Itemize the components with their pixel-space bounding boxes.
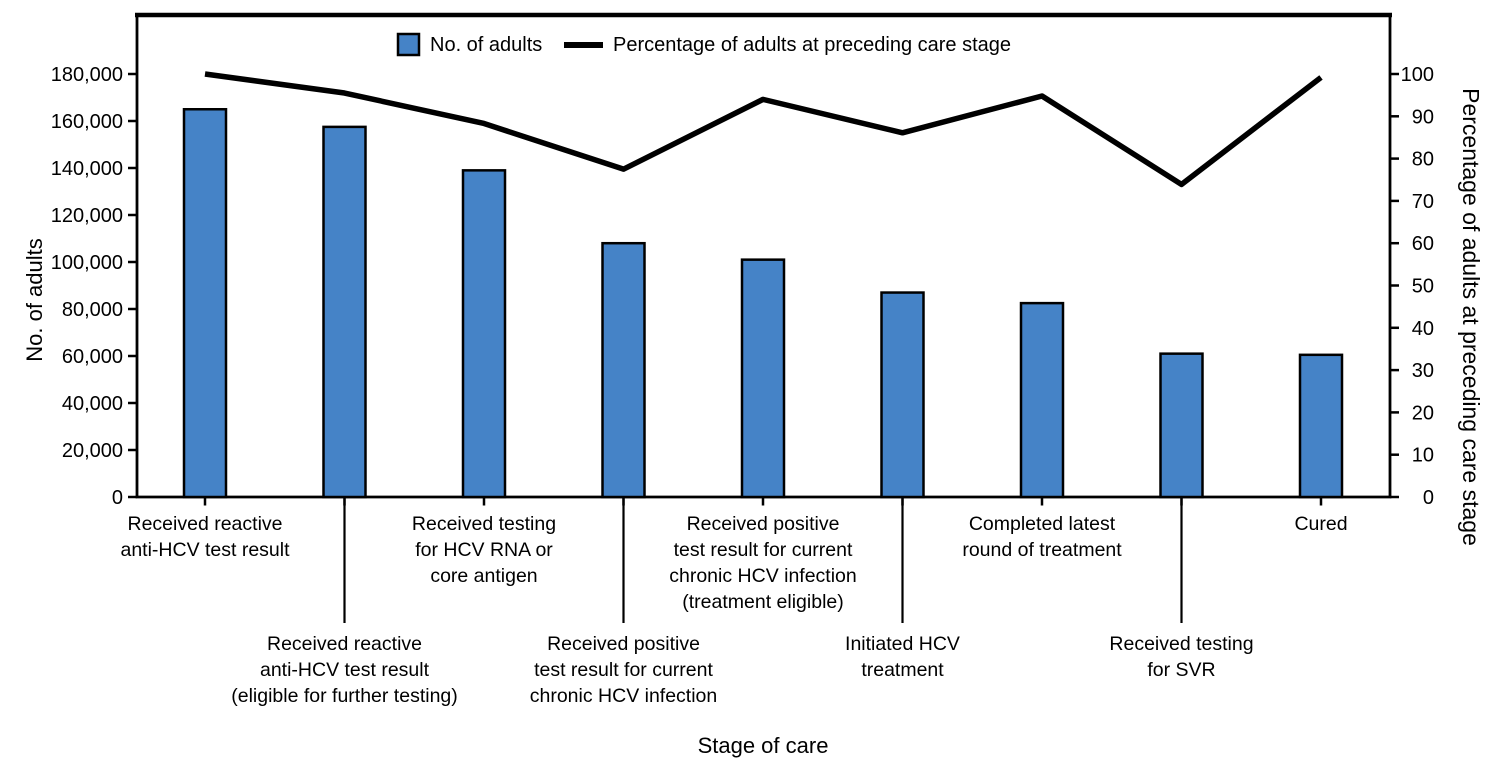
- right-axis-tick-label: 10: [1412, 445, 1434, 467]
- left-axis-tick-label: 60,000: [62, 346, 123, 368]
- right-axis-tick-label: 70: [1412, 191, 1434, 213]
- bars-series: [182, 108, 1344, 499]
- bar-no-of-adults: [880, 291, 925, 499]
- category-label-line: Received reactive: [128, 513, 283, 535]
- right-axis-tick-label: 90: [1412, 106, 1434, 128]
- category-label-line: anti-HCV test result: [120, 539, 290, 561]
- bar-no-of-adults: [461, 169, 507, 499]
- category-label-line: Received testing: [1109, 633, 1253, 655]
- right-axis-tick-label: 20: [1412, 402, 1434, 424]
- category-label-line: test result for current: [534, 659, 713, 681]
- category-label: Cured: [1294, 513, 1347, 535]
- category-label-line: Completed latest: [969, 513, 1116, 535]
- category-label-line: Received positive: [547, 633, 700, 655]
- left-axis-tick-label: 20,000: [62, 440, 123, 462]
- bar-no-of-adults: [740, 258, 786, 499]
- category-leader-lines: [343, 498, 1183, 623]
- category-label-line: chronic HCV infection: [669, 565, 857, 587]
- category-label-line: for HCV RNA or: [415, 539, 553, 561]
- category-label-line: for SVR: [1147, 659, 1215, 681]
- category-label-line: Received testing: [412, 513, 556, 535]
- bar-no-of-adults: [1159, 352, 1204, 499]
- category-label: Received reactive anti-HCV test result (el…: [231, 633, 458, 707]
- percentage-line-series: [204, 71, 1323, 188]
- left-axis-tick-label: 80,000: [62, 299, 123, 321]
- category-label-line: anti-HCV test result: [260, 659, 430, 681]
- category-label-line: Initiated HCV: [845, 633, 960, 655]
- left-axis-title: No. of adults: [22, 238, 47, 362]
- category-label-line: treatment: [861, 659, 944, 681]
- category-label-line: Received reactive: [267, 633, 422, 655]
- category-label: Received testing for SVR: [1109, 633, 1253, 681]
- bar-no-of-adults: [1298, 353, 1344, 499]
- category-label: Initiated HCV treatment: [845, 633, 960, 681]
- category-label-line: Cured: [1294, 513, 1347, 535]
- bar-no-of-adults: [601, 241, 646, 499]
- left-axis-tick-label: 0: [112, 487, 123, 509]
- left-axis-tick-label: 180,000: [51, 64, 123, 86]
- right-axis-tick-label: 40: [1412, 318, 1434, 340]
- category-label-line: round of treatment: [962, 539, 1122, 561]
- legend: No. of adults Percentage of adults at pr…: [396, 32, 1011, 57]
- right-axis-tick-label: 0: [1423, 487, 1434, 509]
- legend-line-label: Percentage of adults at preceding care s…: [613, 34, 1011, 56]
- right-axis-tick-label: 100: [1401, 64, 1434, 86]
- x-axis-title: Stage of care: [698, 733, 829, 758]
- category-label-line: core antigen: [430, 565, 537, 587]
- category-label-line: chronic HCV infection: [530, 685, 718, 707]
- category-label: Completed latest round of treatment: [962, 513, 1122, 561]
- category-label-line: (treatment eligible): [682, 591, 843, 613]
- category-label: Received testing for HCV RNA or core antig…: [412, 513, 556, 587]
- category-label: Received reactive anti-HCV test result: [120, 513, 290, 561]
- category-label: Received positive test result for current…: [530, 633, 718, 707]
- axis-tick-labels: 0 20,000 40,000 60,000 80,000 100,000 120,000 1…: [51, 64, 1434, 509]
- right-axis-tick-label: 80: [1412, 149, 1434, 171]
- right-axis-tick-label: 30: [1412, 360, 1434, 382]
- right-axis-title: Percentage of adults at preceding care s…: [1458, 88, 1484, 546]
- right-axis-tick-label: 60: [1412, 233, 1434, 255]
- left-axis-tick-label: 40,000: [62, 393, 123, 415]
- category-label-line: test result for current: [674, 539, 853, 561]
- bar-no-of-adults: [322, 125, 367, 499]
- left-axis-tick-label: 120,000: [51, 205, 123, 227]
- left-axis-tick-label: 160,000: [51, 111, 123, 133]
- category-labels: Received reactive anti-HCV test resultRec…: [120, 513, 1347, 707]
- right-axis-tick-label: 50: [1412, 276, 1434, 298]
- left-axis-tick-label: 140,000: [51, 158, 123, 180]
- category-label-line: Received positive: [687, 513, 840, 535]
- category-label-line: (eligible for further testing): [231, 685, 458, 707]
- category-label: Received positive test result for current…: [669, 513, 857, 613]
- bar-swatch-icon: [396, 32, 421, 57]
- legend-bar-label: No. of adults: [430, 34, 542, 56]
- bar-no-of-adults: [182, 108, 228, 499]
- percentage-line: [204, 71, 1323, 188]
- bar-no-of-adults: [1019, 301, 1065, 499]
- left-axis-tick-label: 100,000: [51, 252, 123, 274]
